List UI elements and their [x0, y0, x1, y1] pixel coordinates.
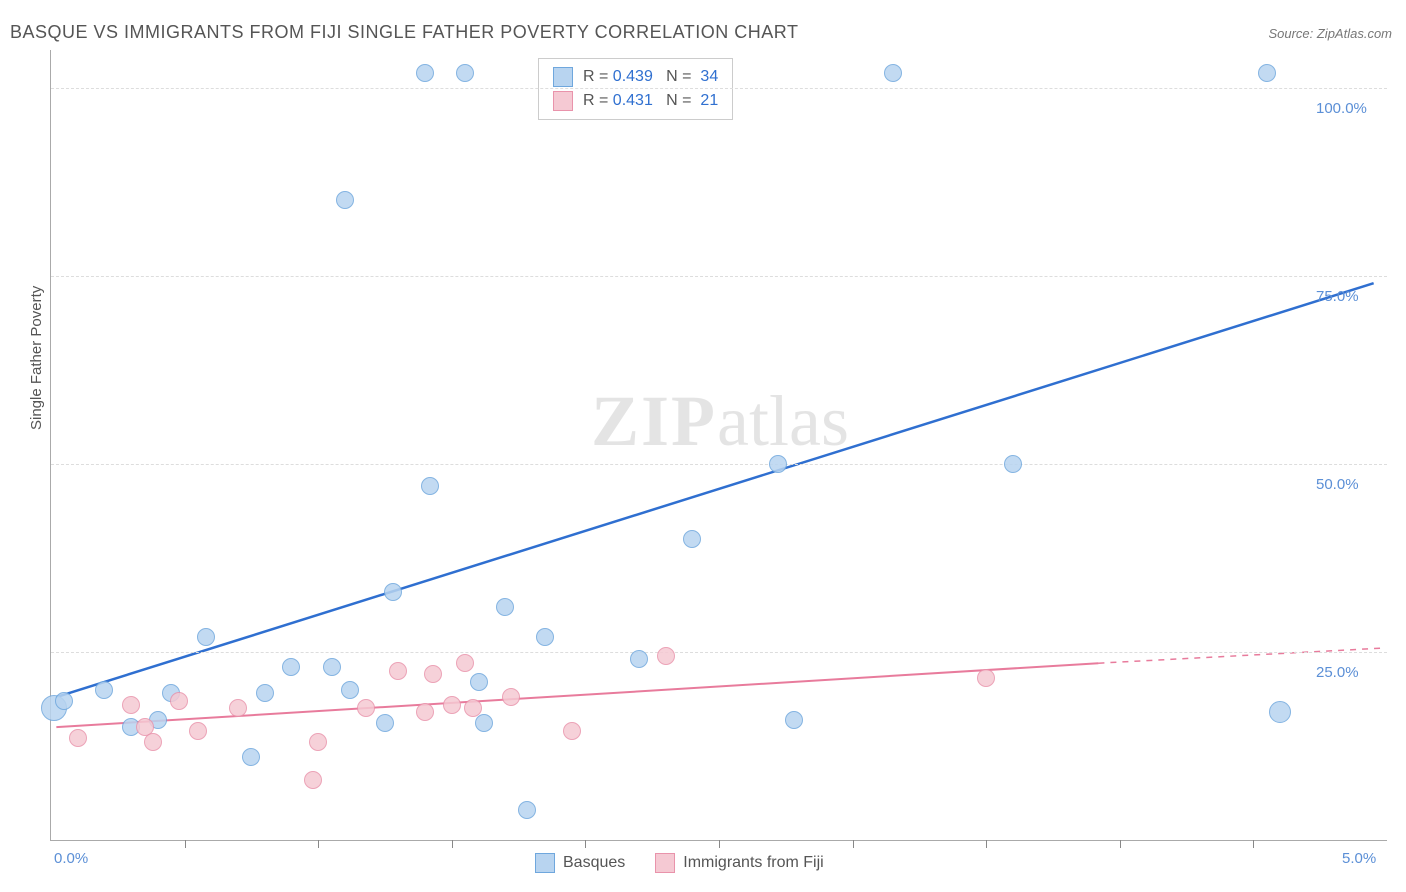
blue-point — [95, 681, 113, 699]
x-min-label: 0.0% — [54, 850, 88, 867]
chart-title: BASQUE VS IMMIGRANTS FROM FIJI SINGLE FA… — [10, 22, 798, 43]
y-tick-label: 75.0% — [1316, 288, 1359, 305]
pink-point — [69, 729, 87, 747]
blue-point — [1269, 701, 1291, 723]
pink-point — [357, 699, 375, 717]
x-tick — [185, 840, 186, 848]
x-tick — [853, 840, 854, 848]
blue-point — [884, 64, 902, 82]
blue-point — [55, 692, 73, 710]
pink-point — [304, 771, 322, 789]
grid-line — [51, 88, 1387, 89]
pink-point — [170, 692, 188, 710]
blue-point — [341, 681, 359, 699]
blue-point — [683, 530, 701, 548]
blue-point — [384, 583, 402, 601]
x-tick — [1253, 840, 1254, 848]
y-axis-label: Single Father Poverty — [28, 286, 45, 430]
x-tick — [1120, 840, 1121, 848]
blue-point — [1258, 64, 1276, 82]
x-max-label: 5.0% — [1342, 850, 1376, 867]
pink-point — [424, 665, 442, 683]
blue-point — [518, 801, 536, 819]
blue-point — [1004, 455, 1022, 473]
x-tick — [452, 840, 453, 848]
blue-point — [421, 477, 439, 495]
blue-point — [470, 673, 488, 691]
pink-point — [309, 733, 327, 751]
pink-point — [657, 647, 675, 665]
pink-point — [144, 733, 162, 751]
pink-point — [389, 662, 407, 680]
grid-line — [51, 464, 1387, 465]
pink-point — [229, 699, 247, 717]
blue-point — [376, 714, 394, 732]
x-tick — [585, 840, 586, 848]
pink-point — [416, 703, 434, 721]
plot-area: ZIPatlas R = 0.439 N = 34R = 0.431 N = 2… — [50, 50, 1387, 841]
blue-point — [282, 658, 300, 676]
blue-point — [475, 714, 493, 732]
legend-stats: R = 0.439 N = 34R = 0.431 N = 21 — [538, 58, 733, 120]
pink-point — [502, 688, 520, 706]
blue-point — [456, 64, 474, 82]
watermark: ZIPatlas — [591, 380, 849, 463]
chart-source: Source: ZipAtlas.com — [1268, 26, 1392, 41]
blue-point — [496, 598, 514, 616]
blue-point — [323, 658, 341, 676]
x-tick — [986, 840, 987, 848]
blue-point — [416, 64, 434, 82]
y-tick-label: 50.0% — [1316, 476, 1359, 493]
y-tick-label: 100.0% — [1316, 100, 1367, 117]
pink-point — [443, 696, 461, 714]
pink-point — [977, 669, 995, 687]
blue-point — [197, 628, 215, 646]
grid-line — [51, 276, 1387, 277]
pink-point — [464, 699, 482, 717]
x-tick — [318, 840, 319, 848]
blue-point — [336, 191, 354, 209]
pink-point — [189, 722, 207, 740]
pink-point — [456, 654, 474, 672]
pink-point — [563, 722, 581, 740]
blue-point — [630, 650, 648, 668]
legend-stats-row: R = 0.431 N = 21 — [553, 89, 718, 113]
bottom-legend-item: Basques — [535, 854, 625, 871]
legend-stats-row: R = 0.439 N = 34 — [553, 65, 718, 89]
blue-point — [769, 455, 787, 473]
x-tick — [719, 840, 720, 848]
blue-point — [242, 748, 260, 766]
blue-point — [536, 628, 554, 646]
bottom-legend-item: Immigrants from Fiji — [655, 854, 823, 871]
trend-lines — [51, 50, 1387, 840]
y-tick-label: 25.0% — [1316, 664, 1359, 681]
blue-point — [785, 711, 803, 729]
bottom-legend: Basques Immigrants from Fiji — [535, 853, 824, 873]
grid-line — [51, 652, 1387, 653]
blue-point — [256, 684, 274, 702]
pink-point — [122, 696, 140, 714]
